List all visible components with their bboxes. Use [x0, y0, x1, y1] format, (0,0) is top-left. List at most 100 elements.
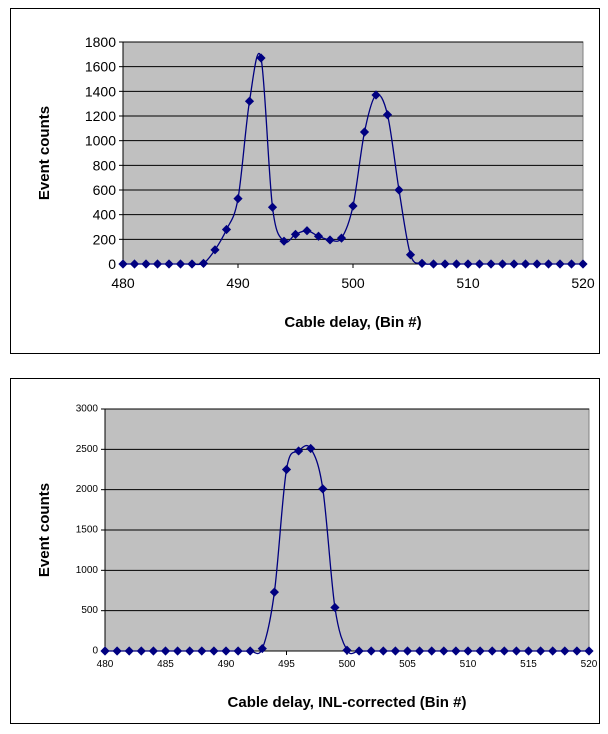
data-point [371, 90, 381, 100]
data-point [175, 259, 186, 269]
x-tick-label: 485 [157, 659, 174, 670]
x-tick-label: 490 [218, 659, 235, 670]
data-point [509, 259, 519, 269]
data-point [497, 259, 508, 269]
data-point [129, 259, 140, 269]
x-tick-label: 520 [571, 275, 595, 291]
chart-bottom: 0 500 1000 1500 2000 2500 3000 480 485 490 495 500… [36, 404, 598, 712]
x-tick-label: 480 [111, 275, 135, 291]
data-point [164, 259, 174, 269]
plot-area [122, 41, 584, 265]
data-point [244, 96, 255, 106]
x-tick-label: 520 [581, 659, 598, 670]
y-tick-labels: 0 200 400 600 800 1000 1200 1400 1600 1800 [85, 34, 123, 272]
data-point [543, 259, 554, 269]
data-point [197, 646, 207, 656]
x-tick-label: 505 [399, 659, 416, 670]
y-tick-label: 600 [93, 182, 117, 198]
y-tick-label: 2000 [76, 484, 99, 495]
y-tick-label: 200 [93, 231, 117, 247]
data-point [584, 646, 594, 656]
data-point [221, 224, 232, 235]
data-point [475, 646, 485, 656]
x-tick-labels: 480 490 500 510 520 [111, 264, 595, 291]
data-point [415, 646, 425, 656]
chart-top: 0 200 400 600 800 1000 1200 1400 1600 1800 480 490… [36, 34, 595, 331]
data-point [112, 646, 122, 656]
data-point [294, 446, 304, 456]
y-tick-label: 400 [93, 207, 117, 223]
data-point [390, 646, 400, 656]
data-point [118, 259, 128, 269]
data-point [382, 110, 393, 120]
data-point [548, 646, 558, 656]
data-point [366, 646, 376, 656]
data-point [511, 646, 521, 656]
data-point [173, 646, 183, 656]
data-point [209, 646, 219, 656]
data-point [451, 259, 462, 269]
y-tick-label: 1000 [85, 133, 116, 149]
y-tick-labels: 0 500 1000 1500 2000 2500 3000 [76, 404, 105, 657]
y-tick-label: 3000 [76, 404, 99, 415]
x-tick-label: 495 [278, 659, 295, 670]
data-point [359, 127, 370, 137]
y-tick-label: 1200 [85, 108, 116, 124]
data-point [185, 646, 195, 656]
data-point [245, 646, 255, 656]
y-tick-label: 800 [93, 157, 117, 173]
data-point [428, 259, 439, 269]
data-point [257, 643, 267, 654]
data-point [141, 259, 151, 269]
y-tick-label: 1400 [85, 83, 116, 99]
data-point [394, 185, 404, 195]
data-point [439, 646, 449, 656]
data-point [152, 259, 163, 269]
x-tick-label: 500 [341, 275, 365, 291]
y-tick-label: 0 [92, 646, 98, 657]
data-point [290, 229, 301, 239]
data-point [124, 646, 134, 656]
data-point [198, 258, 209, 268]
series-markers [118, 53, 588, 269]
data-point [336, 233, 347, 243]
data-point [148, 646, 158, 656]
data-point [325, 235, 335, 245]
y-tick-label: 1000 [76, 565, 99, 576]
data-point [348, 201, 358, 211]
y-axis-title: Event counts [36, 106, 53, 200]
data-point [486, 259, 496, 269]
data-point [555, 259, 565, 269]
data-point [523, 646, 534, 656]
data-point [463, 646, 473, 656]
data-point [233, 194, 243, 204]
data-point [281, 464, 292, 475]
x-tick-label: 500 [339, 659, 356, 670]
data-point [440, 259, 450, 269]
data-point [342, 645, 352, 655]
data-point [100, 646, 110, 656]
y-tick-label: 1800 [85, 34, 116, 50]
data-point [560, 646, 570, 656]
data-point [354, 646, 364, 656]
data-point [187, 259, 197, 269]
x-tick-label: 510 [460, 659, 477, 670]
x-tick-label: 515 [520, 659, 537, 670]
data-point [474, 259, 485, 269]
data-point [402, 646, 413, 656]
data-point [302, 226, 312, 236]
x-tick-label: 490 [226, 275, 250, 291]
data-point [256, 53, 266, 63]
data-point [405, 250, 416, 260]
data-point [233, 646, 243, 656]
y-tick-label: 2500 [76, 444, 99, 455]
series-markers [100, 443, 594, 656]
data-point [532, 259, 542, 269]
y-axis-title: Event counts [36, 483, 53, 577]
data-point [487, 646, 497, 656]
x-axis-title: Cable delay, (Bin #) [284, 314, 421, 331]
data-point [313, 231, 324, 241]
data-point [378, 646, 388, 656]
data-point [463, 259, 473, 269]
data-point [136, 646, 146, 656]
